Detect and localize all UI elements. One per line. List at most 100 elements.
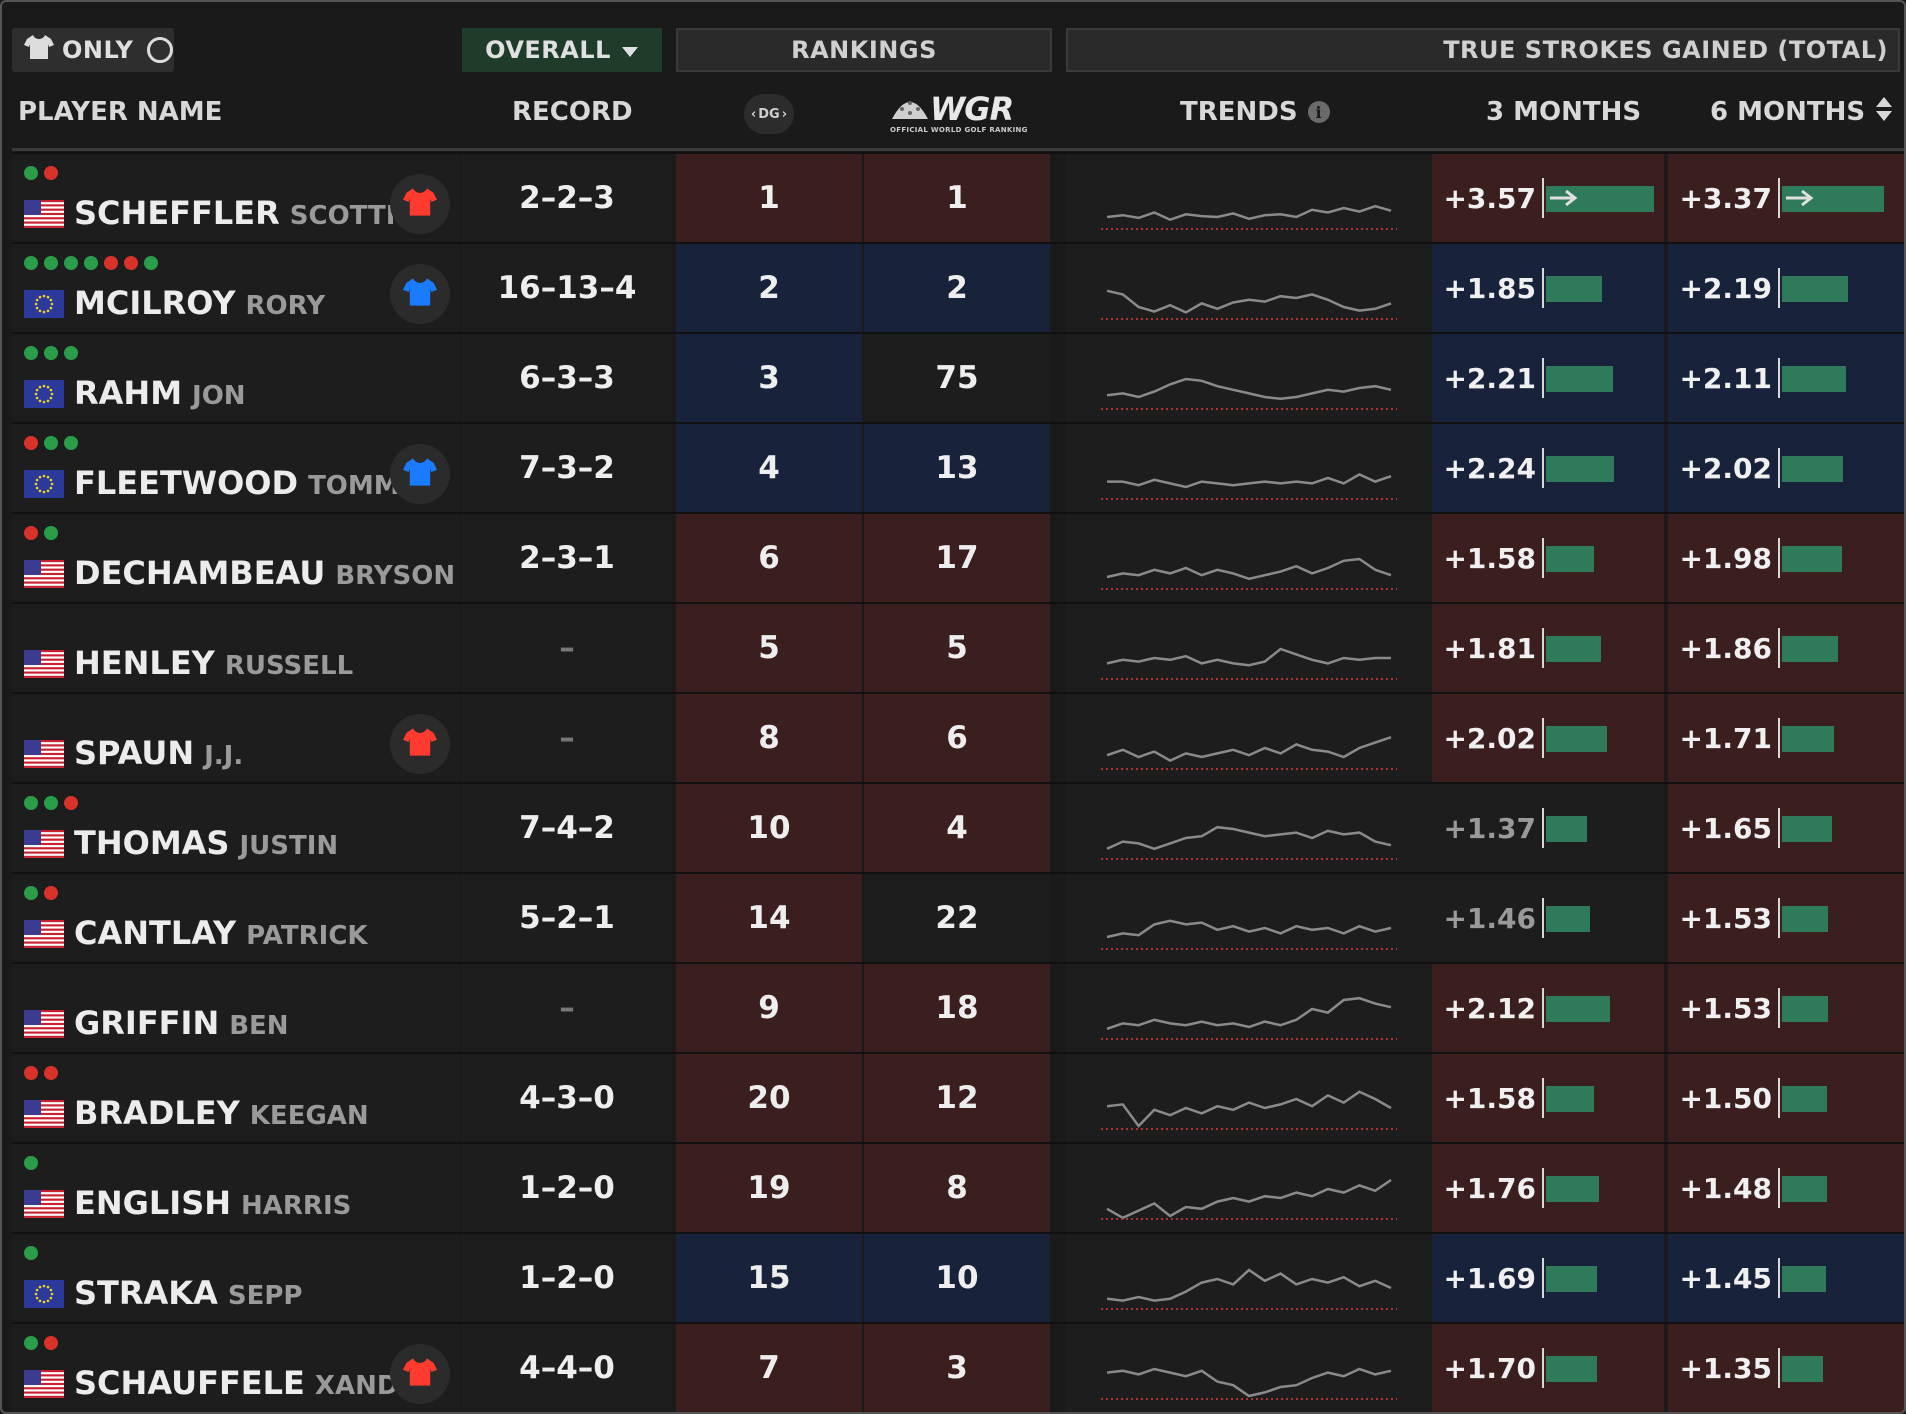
trend-sparkline bbox=[1101, 996, 1397, 1040]
dg-rank-cell: 15 bbox=[676, 1234, 862, 1322]
player-cell[interactable]: SPAUN J.J. bbox=[12, 694, 460, 782]
player-cell[interactable]: MCILROY RORY bbox=[12, 244, 460, 332]
record-cell: 1–2–0 bbox=[462, 1144, 672, 1232]
player-row[interactable]: GRIFFIN BEN – 9 18 +2.12 +1.53 bbox=[12, 962, 1906, 1052]
player-row[interactable]: BRADLEY KEEGAN 4–3–0 20 12 +1.58 +1.50 bbox=[12, 1052, 1906, 1142]
player-row[interactable]: MCILROY RORY 16–13–4 2 2 +1.85 +2.19 bbox=[12, 242, 1906, 332]
sg-3-cell: +1.46 bbox=[1432, 874, 1664, 962]
record-value: 1–2–0 bbox=[519, 1170, 615, 1206]
wgr-rank-value: 4 bbox=[946, 810, 968, 846]
match-result-dot bbox=[24, 1066, 38, 1080]
sg-6-value: +1.48 bbox=[1679, 1171, 1772, 1205]
player-name: FLEETWOOD TOMMY bbox=[74, 464, 418, 502]
sg-6-cell: +1.86 bbox=[1668, 604, 1904, 692]
sg-3-bar bbox=[1542, 808, 1589, 848]
player-row[interactable]: SCHEFFLER SCOTTIE 2–2–3 1 1 +3.57 +3.37 bbox=[12, 152, 1906, 242]
player-cell[interactable]: HENLEY RUSSELL bbox=[12, 604, 460, 692]
sg-6-cell: +2.02 bbox=[1668, 424, 1904, 512]
player-name: SCHAUFFELE XANDER bbox=[74, 1364, 436, 1402]
record-header-label: RECORD bbox=[512, 97, 633, 127]
sg-3-bar bbox=[1542, 988, 1612, 1028]
sg-3-bar bbox=[1542, 448, 1616, 488]
dg-rank-value: 20 bbox=[747, 1080, 791, 1116]
player-name: STRAKA SEPP bbox=[74, 1274, 302, 1312]
team-shirt-badge[interactable] bbox=[390, 264, 450, 324]
dg-rank-value: 7 bbox=[758, 1350, 780, 1386]
match-result-dot bbox=[84, 256, 98, 270]
only-filter-toggle[interactable]: ONLY bbox=[12, 28, 174, 72]
match-result-dot bbox=[24, 526, 38, 540]
wgr-rank-cell: 6 bbox=[864, 694, 1050, 782]
eu-flag-icon bbox=[24, 470, 64, 498]
player-row[interactable]: HENLEY RUSSELL – 5 5 +1.81 +1.86 bbox=[12, 602, 1906, 692]
player-cell[interactable]: CANTLAY PATRICK bbox=[12, 874, 460, 962]
dg-rank-cell: 4 bbox=[676, 424, 862, 512]
wgr-rank-value: 17 bbox=[935, 540, 979, 576]
player-name: GRIFFIN BEN bbox=[74, 1004, 289, 1042]
three-months-header-label: 3 MONTHS bbox=[1486, 97, 1642, 127]
team-shirt-badge[interactable] bbox=[390, 714, 450, 774]
trend-cell bbox=[1066, 784, 1432, 872]
match-result-dot bbox=[64, 796, 78, 810]
sg-3-value: +1.58 bbox=[1443, 1081, 1536, 1115]
player-cell[interactable]: DECHAMBEAU BRYSON bbox=[12, 514, 460, 602]
record-value: – bbox=[559, 990, 575, 1026]
player-last-name: BRADLEY bbox=[74, 1094, 240, 1132]
player-row[interactable]: FLEETWOOD TOMMY 7–3–2 4 13 +2.24 +2.02 bbox=[12, 422, 1906, 512]
player-row[interactable]: ENGLISH HARRIS 1–2–0 19 8 +1.76 +1.48 bbox=[12, 1142, 1906, 1232]
sg-6-cell: +1.48 bbox=[1668, 1144, 1904, 1232]
team-shirt-badge[interactable] bbox=[390, 174, 450, 234]
player-cell[interactable]: RAHM JON bbox=[12, 334, 460, 422]
record-cell: 1–2–0 bbox=[462, 1234, 672, 1322]
dg-rank-toggle[interactable]: ‹ DG › bbox=[744, 92, 794, 136]
player-first-name: JON bbox=[192, 381, 246, 411]
sg-6-value: +1.50 bbox=[1679, 1081, 1772, 1115]
sg-6-cell: +1.53 bbox=[1668, 874, 1904, 962]
player-row[interactable]: STRAKA SEPP 1–2–0 15 10 +1.69 +1.45 bbox=[12, 1232, 1906, 1322]
sg-3-cell: +1.37 bbox=[1432, 784, 1664, 872]
player-row[interactable]: SPAUN J.J. – 8 6 +2.02 +1.71 bbox=[12, 692, 1906, 782]
sg-3-value: +1.37 bbox=[1443, 811, 1536, 845]
dg-rank-value: 5 bbox=[758, 630, 780, 666]
player-row[interactable]: SCHAUFFELE XANDER 4–4–0 7 3 +1.70 +1.35 bbox=[12, 1322, 1906, 1412]
team-shirt-badge[interactable] bbox=[390, 1344, 450, 1404]
player-cell[interactable]: STRAKA SEPP bbox=[12, 1234, 460, 1322]
team-shirt-badge[interactable] bbox=[390, 444, 450, 504]
sg-3-cell: +2.21 bbox=[1432, 334, 1664, 422]
wgr-rank-value: 22 bbox=[935, 900, 979, 936]
blue-shirt-icon bbox=[403, 277, 437, 311]
player-last-name: DECHAMBEAU bbox=[74, 554, 326, 592]
dg-rank-value: 9 bbox=[758, 990, 780, 1026]
wgr-rank-cell: 10 bbox=[864, 1234, 1050, 1322]
player-row[interactable]: DECHAMBEAU BRYSON 2–3–1 6 17 +1.58 +1.98 bbox=[12, 512, 1906, 602]
overall-dropdown[interactable]: OVERALL bbox=[462, 28, 662, 72]
usa-flag-icon bbox=[24, 920, 64, 948]
player-cell[interactable]: GRIFFIN BEN bbox=[12, 964, 460, 1052]
player-name: MCILROY RORY bbox=[74, 284, 325, 322]
three-months-header[interactable]: 3 MONTHS bbox=[1486, 90, 1641, 134]
player-row[interactable]: THOMAS JUSTIN 7–4–2 10 4 +1.37 +1.65 bbox=[12, 782, 1906, 872]
match-dots bbox=[24, 1246, 38, 1260]
player-cell[interactable]: FLEETWOOD TOMMY bbox=[12, 424, 460, 512]
match-dots bbox=[24, 346, 78, 360]
player-last-name: RAHM bbox=[74, 374, 183, 412]
player-cell[interactable]: THOMAS JUSTIN bbox=[12, 784, 460, 872]
player-name: BRADLEY KEEGAN bbox=[74, 1094, 369, 1132]
dg-label: DG bbox=[758, 106, 780, 122]
sg-3-value: +1.81 bbox=[1443, 631, 1536, 665]
player-row[interactable]: RAHM JON 6–3–3 3 75 +2.21 +2.11 bbox=[12, 332, 1906, 422]
info-icon[interactable]: i bbox=[1307, 101, 1330, 123]
player-first-name: SEPP bbox=[227, 1281, 303, 1311]
player-row[interactable]: CANTLAY PATRICK 5–2–1 14 22 +1.46 +1.53 bbox=[12, 872, 1906, 962]
blue-shirt-icon bbox=[403, 457, 437, 491]
player-cell[interactable]: BRADLEY KEEGAN bbox=[12, 1054, 460, 1142]
six-months-header[interactable]: 6 MONTHS bbox=[1710, 90, 1893, 134]
player-cell[interactable]: SCHEFFLER SCOTTIE bbox=[12, 154, 460, 242]
player-name: HENLEY RUSSELL bbox=[74, 644, 353, 682]
radio-circle-icon[interactable] bbox=[147, 37, 174, 63]
player-cell[interactable]: ENGLISH HARRIS bbox=[12, 1144, 460, 1232]
sg-3-bar bbox=[1542, 628, 1603, 668]
arrow-right-icon bbox=[1784, 186, 1816, 214]
sg-6-bar bbox=[1778, 988, 1830, 1028]
player-cell[interactable]: SCHAUFFELE XANDER bbox=[12, 1324, 460, 1412]
